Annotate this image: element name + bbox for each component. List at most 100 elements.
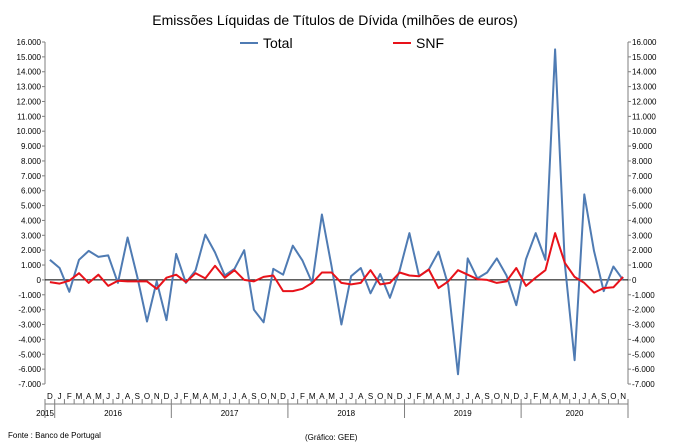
x-tick-label-month: J — [106, 392, 110, 401]
x-tick-label-month: J — [174, 392, 178, 401]
x-tick-label-month: D — [513, 392, 519, 401]
y-tick-label-right: 11.000 — [632, 112, 656, 121]
y-tick-label-right: 3.000 — [632, 231, 653, 240]
y-tick-label-left: 10.000 — [17, 127, 42, 136]
x-tick-label-month: J — [116, 392, 120, 401]
x-tick-label-month: A — [552, 392, 558, 401]
x-tick-label-month: M — [95, 392, 102, 401]
y-tick-label-left: 4.000 — [21, 216, 42, 225]
y-tick-label-left: -6.000 — [18, 365, 41, 374]
x-tick-label-year: 2016 — [104, 409, 122, 418]
y-tick-label-right: -5.000 — [632, 350, 655, 359]
x-tick-label-month: N — [387, 392, 393, 401]
x-tick-label-month: A — [242, 392, 248, 401]
x-tick-label-month: F — [67, 392, 72, 401]
x-tick-label-month: M — [309, 392, 316, 401]
y-tick-label-right: 14.000 — [632, 68, 657, 77]
x-tick-label-month: N — [270, 392, 276, 401]
x-tick-label-month: J — [291, 392, 295, 401]
y-tick-label-right: 16.000 — [632, 38, 657, 47]
axes — [44, 42, 629, 384]
x-tick-label-month: A — [203, 392, 209, 401]
y-tick-label-left: -1.000 — [18, 291, 41, 300]
x-tick-label-month: F — [533, 392, 538, 401]
x-tick-label-month: J — [573, 392, 577, 401]
x-tick-label-month: S — [251, 392, 256, 401]
x-tick-label-month: S — [484, 392, 489, 401]
y-tick-label-right: 8.000 — [632, 157, 653, 166]
x-tick-label-month: D — [397, 392, 403, 401]
x-tick-label-month: A — [86, 392, 92, 401]
x-tick-label-month: F — [417, 392, 422, 401]
y-tick-label-left: 1.000 — [21, 261, 42, 270]
x-tick-label-month: J — [466, 392, 470, 401]
y-tick-label-right: 13.000 — [632, 83, 657, 92]
y-tick-label-right: 15.000 — [632, 53, 657, 62]
x-tick-label-month: J — [582, 392, 586, 401]
x-tick-label-month: J — [407, 392, 411, 401]
legend-snf-label: SNF — [416, 35, 444, 51]
y-tick-label-left: -3.000 — [18, 321, 41, 330]
x-tick-label-month: J — [58, 392, 62, 401]
y-tick-label-left: 9.000 — [21, 142, 42, 151]
y-tick-label-left: 3.000 — [21, 231, 42, 240]
y-tick-label-left: 14.000 — [17, 68, 42, 77]
x-tick-label-month: D — [164, 392, 170, 401]
y-tick-label-left: -5.000 — [18, 350, 41, 359]
x-tick-label-month: O — [261, 392, 267, 401]
y-tick-label-right: 0 — [632, 276, 637, 285]
y-tick-label-left: 5.000 — [21, 202, 42, 211]
x-tick-label-month: M — [212, 392, 219, 401]
y-tick-label-right: 6.000 — [632, 187, 653, 196]
x-tick-label-year: 2019 — [454, 409, 472, 418]
y-axis-right: 16.000 15.000 14.000 13.000 12.000 11.000 10.0… — [628, 38, 657, 389]
y-tick-label-right: 4.000 — [632, 216, 653, 225]
y-tick-label-right: -1.000 — [632, 291, 655, 300]
y-tick-label-right: -7.000 — [632, 380, 655, 389]
x-tick-label-month: A — [436, 392, 442, 401]
y-tick-label-left: 7.000 — [21, 172, 42, 181]
y-tick-label-left: 2.000 — [21, 246, 42, 255]
x-tick-label-month: F — [300, 392, 305, 401]
y-tick-label-right: 9.000 — [632, 142, 653, 151]
x-tick-label-month: M — [192, 392, 199, 401]
x-tick-label-month: D — [280, 392, 286, 401]
x-tick-label-month: A — [475, 392, 481, 401]
y-tick-label-right: 5.000 — [632, 202, 653, 211]
x-tick-label-month: A — [591, 392, 597, 401]
series-line-total — [49, 48, 624, 376]
x-tick-label-month: J — [339, 392, 343, 401]
x-tick-label-month: S — [368, 392, 373, 401]
x-tick-label-month: A — [125, 392, 131, 401]
series-line-snf — [49, 232, 624, 294]
x-tick-label-month: M — [562, 392, 569, 401]
y-tick-label-left: -4.000 — [18, 335, 41, 344]
x-tick-label-month: N — [154, 392, 160, 401]
x-tick-label-month: M — [425, 392, 432, 401]
y-tick-label-right: 7.000 — [632, 172, 653, 181]
y-tick-label-right: -2.000 — [632, 306, 655, 315]
x-tick-label-month: M — [445, 392, 452, 401]
y-tick-label-right: -3.000 — [632, 321, 655, 330]
y-tick-label-right: 2.000 — [632, 246, 653, 255]
x-tick-label-year: 2020 — [566, 409, 584, 418]
x-tick-label-month: S — [601, 392, 606, 401]
x-tick-label-month: S — [135, 392, 140, 401]
y-tick-label-left: 13.000 — [17, 83, 42, 92]
x-tick-label-month: O — [144, 392, 150, 401]
x-tick-label-month: J — [232, 392, 236, 401]
y-tick-label-right: -4.000 — [632, 335, 655, 344]
x-tick-label-month: N — [620, 392, 626, 401]
y-tick-label-right: 10.000 — [632, 127, 657, 136]
y-tick-label-right: 12.000 — [632, 97, 657, 106]
x-tick-label-month: M — [328, 392, 335, 401]
x-tick-label-year: 2018 — [337, 409, 355, 418]
x-tick-label-month: F — [183, 392, 188, 401]
y-tick-label-left: 6.000 — [21, 187, 42, 196]
x-tick-label-month: J — [456, 392, 460, 401]
y-tick-label-left: 12.000 — [17, 97, 42, 106]
x-tick-label-year: 2017 — [221, 409, 239, 418]
x-tick-label-month: J — [349, 392, 353, 401]
x-tick-label-month: J — [524, 392, 528, 401]
